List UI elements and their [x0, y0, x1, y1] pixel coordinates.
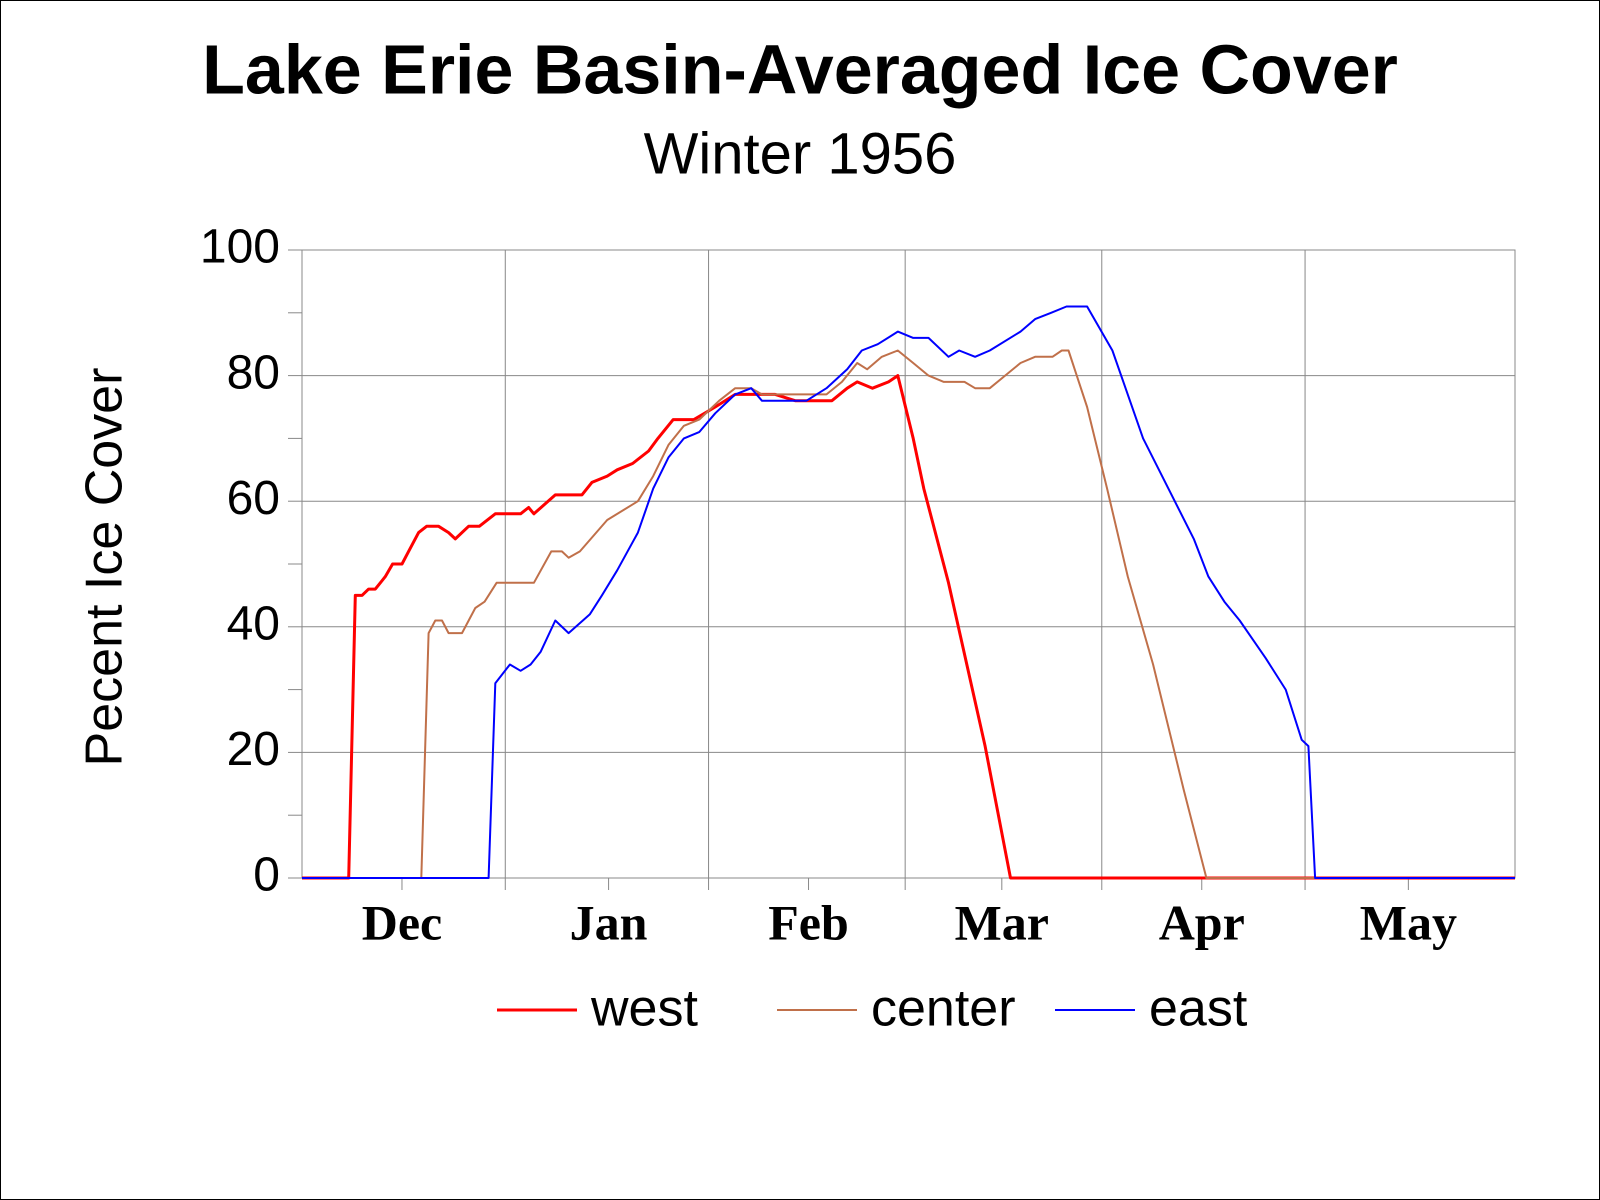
plot-frame [301, 249, 1516, 879]
x-tick-label: Jan [570, 894, 648, 950]
legend-label: west [590, 980, 698, 1038]
x-tick-label: May [1360, 894, 1457, 950]
legend-label: center [871, 980, 1016, 1038]
series-line [302, 349, 1515, 879]
series-line [302, 305, 1515, 879]
chart-title: Lake Erie Basin-Averaged Ice Cover [202, 30, 1398, 108]
chart-subtitle: Winter 1956 [644, 121, 957, 186]
series-line [302, 374, 1515, 880]
x-tick-label: Apr [1159, 894, 1245, 950]
y-tick-label: 40 [227, 597, 280, 650]
y-tick-label: 20 [227, 723, 280, 776]
y-tick-label: 80 [227, 346, 280, 399]
x-tick-label: Feb [768, 894, 849, 950]
legend-label: east [1149, 980, 1248, 1038]
y-axis-label: Pecent Ice Cover [76, 368, 134, 767]
y-tick-label: 0 [253, 849, 280, 902]
x-tick-label: Mar [955, 894, 1049, 950]
y-tick-label: 60 [227, 472, 280, 525]
y-tick-label: 100 [200, 221, 280, 274]
x-tick-label: Dec [362, 894, 443, 950]
